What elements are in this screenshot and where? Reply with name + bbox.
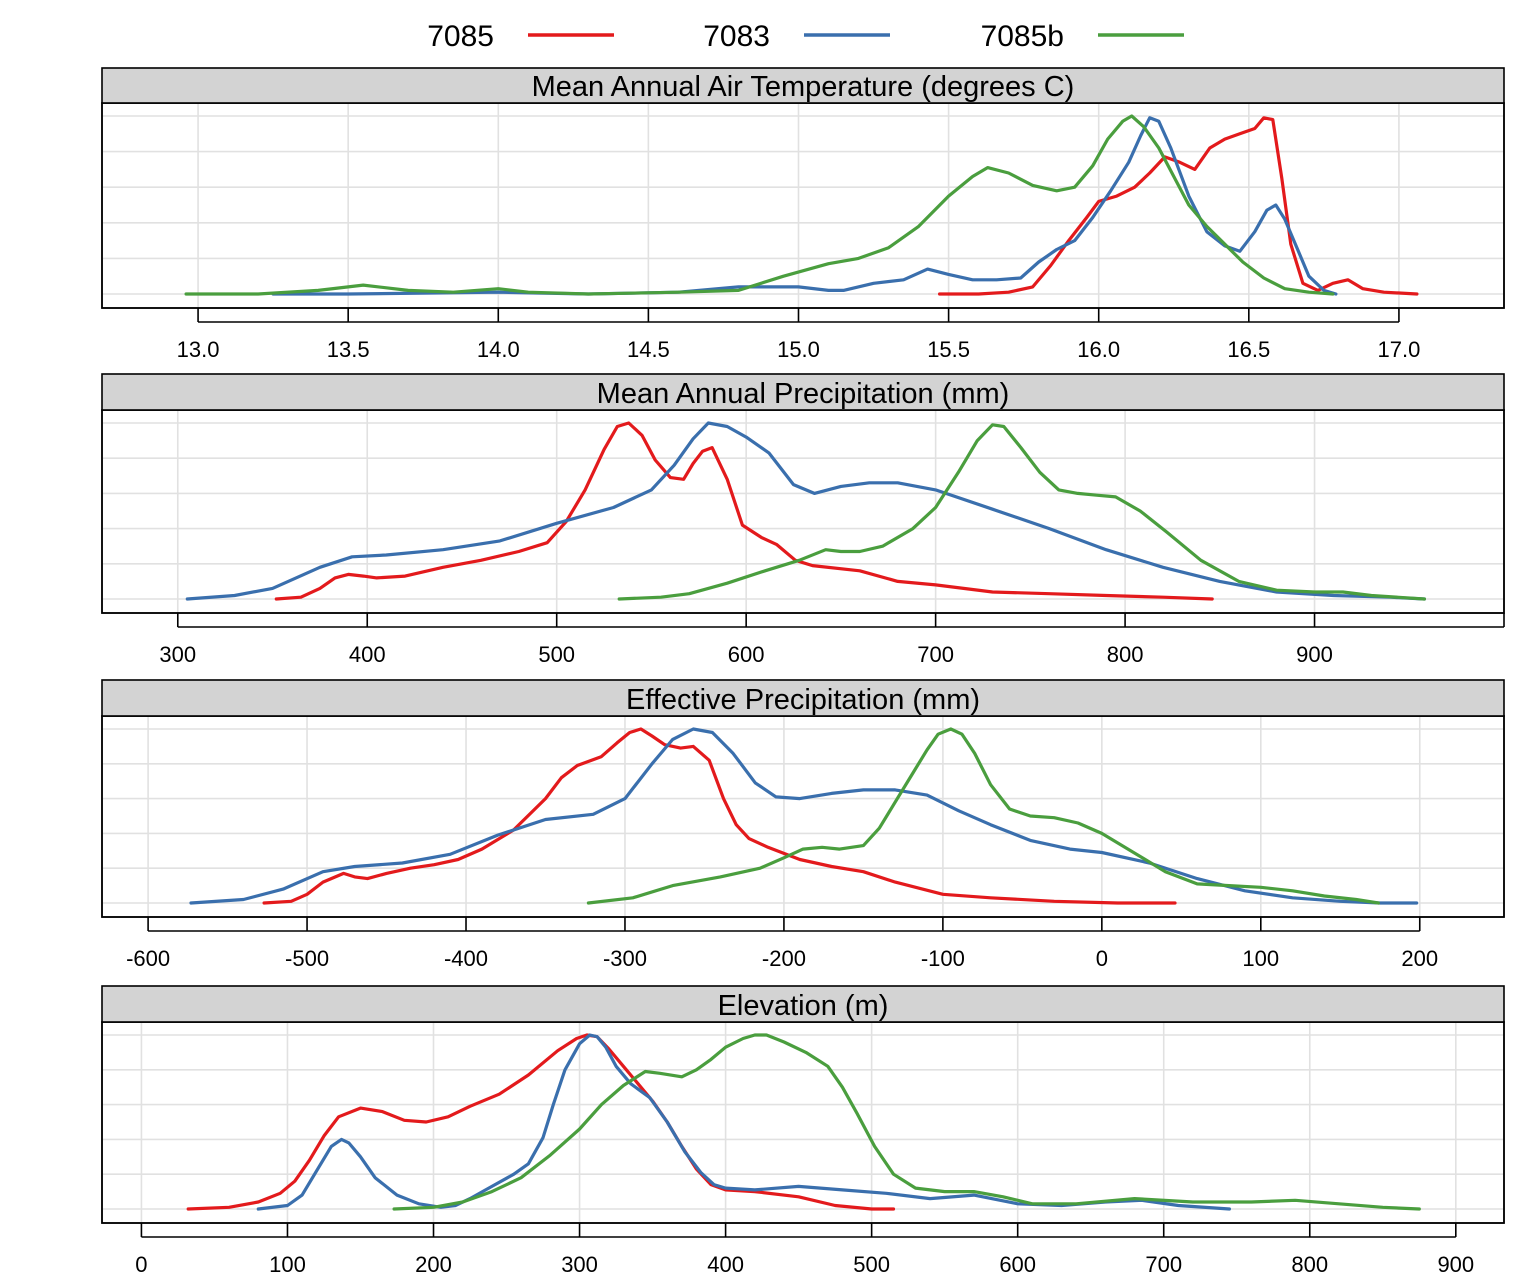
x-tick-label: 500: [853, 1252, 890, 1277]
legend-label-7085: 7085: [427, 20, 494, 53]
x-tick-label: 100: [1242, 946, 1279, 971]
x-tick-label: 200: [415, 1252, 452, 1277]
x-tick-label: -400: [444, 946, 488, 971]
series-line-7085b: [392, 1033, 1421, 1211]
legend-label-7083: 7083: [703, 20, 770, 53]
panel-strip: [101, 67, 1505, 104]
x-tick-label: 16.0: [1077, 337, 1120, 362]
gridlines: [103, 1023, 1503, 1222]
x-tick-label: 600: [728, 642, 765, 667]
panel-title: Elevation (m): [718, 990, 889, 1022]
x-tick-label: 200: [1401, 946, 1438, 971]
series-line-7083: [256, 1033, 1231, 1211]
x-tick-label: 0: [135, 1252, 147, 1277]
series-line-7085b: [617, 423, 1426, 601]
panel-title: Mean Annual Precipitation (mm): [597, 378, 1010, 410]
plot-area: [101, 409, 1505, 614]
x-tick-label: 15.0: [777, 337, 820, 362]
x-tick-label: 15.5: [927, 337, 970, 362]
x-tick-label: 100: [269, 1252, 306, 1277]
series-line-7085: [262, 727, 1177, 905]
series-line-7083: [271, 116, 1338, 296]
panel-3: Effective Precipitation (mm) -600 -500 -400…: [101, 679, 1505, 971]
plot-area: [101, 102, 1505, 309]
series-line-7083: [189, 727, 1419, 905]
x-tick-label: 700: [917, 642, 954, 667]
x-tick-label: 17.0: [1378, 337, 1421, 362]
gridlines: [103, 717, 1503, 916]
panel-1: Mean Annual Air Temperature (degrees C) 1…: [101, 67, 1505, 362]
x-axis: 300 400 500 600 700 800 900: [159, 613, 1505, 667]
x-axis: 0 100 200 300 400 500 600 700 800 900: [135, 1223, 1474, 1277]
panel-strip: [101, 985, 1505, 1023]
panel-strip: [101, 373, 1505, 411]
x-tick-label: 600: [999, 1252, 1036, 1277]
x-tick-label: 800: [1291, 1252, 1328, 1277]
x-tick-label: -100: [921, 946, 965, 971]
series-line-7085: [274, 421, 1214, 601]
series-line-7085b: [184, 114, 1335, 296]
x-tick-label: 16.5: [1227, 337, 1270, 362]
x-tick-label: -500: [285, 946, 329, 971]
x-tick-label: 400: [349, 642, 386, 667]
panel-title: Mean Annual Air Temperature (degrees C): [532, 71, 1075, 103]
panel-title: Effective Precipitation (mm): [626, 684, 980, 716]
x-tick-label: 0: [1096, 946, 1108, 971]
x-tick-label: 300: [159, 642, 196, 667]
x-tick-label: -300: [603, 946, 647, 971]
x-tick-label: 900: [1296, 642, 1333, 667]
x-tick-label: 14.0: [477, 337, 520, 362]
x-tick-label: 700: [1145, 1252, 1182, 1277]
plot-area: [101, 715, 1505, 918]
x-tick-label: 800: [1107, 642, 1144, 667]
x-tick-label: -600: [126, 946, 170, 971]
series-line-7085b: [586, 727, 1380, 905]
legend: 7085 7083 7085b: [427, 20, 1184, 53]
x-tick-label: 13.0: [177, 337, 220, 362]
x-tick-label: -200: [762, 946, 806, 971]
panel-strip: [101, 679, 1505, 717]
x-tick-label: 900: [1437, 1252, 1474, 1277]
x-axis: -600 -500 -400 -300 -200 -100 0 100 200: [126, 917, 1438, 971]
x-axis: 13.0 13.5 14.0 14.5 15.0 15.5 16.0 16.5 17.0: [177, 308, 1421, 362]
x-tick-label: 300: [561, 1252, 598, 1277]
x-tick-label: 13.5: [327, 337, 370, 362]
x-tick-label: 500: [538, 642, 575, 667]
x-tick-label: 14.5: [627, 337, 670, 362]
panel-4: Elevation (m) 0 100 200 300 400 500 600 700 800 90…: [101, 985, 1505, 1277]
panel-2: Mean Annual Precipitation (mm) 300 400 500 6…: [101, 373, 1505, 667]
gridlines: [103, 104, 1503, 307]
x-tick-label: 400: [707, 1252, 744, 1277]
legend-label-7085b: 7085b: [981, 20, 1064, 53]
series-line-7083: [185, 421, 1426, 601]
